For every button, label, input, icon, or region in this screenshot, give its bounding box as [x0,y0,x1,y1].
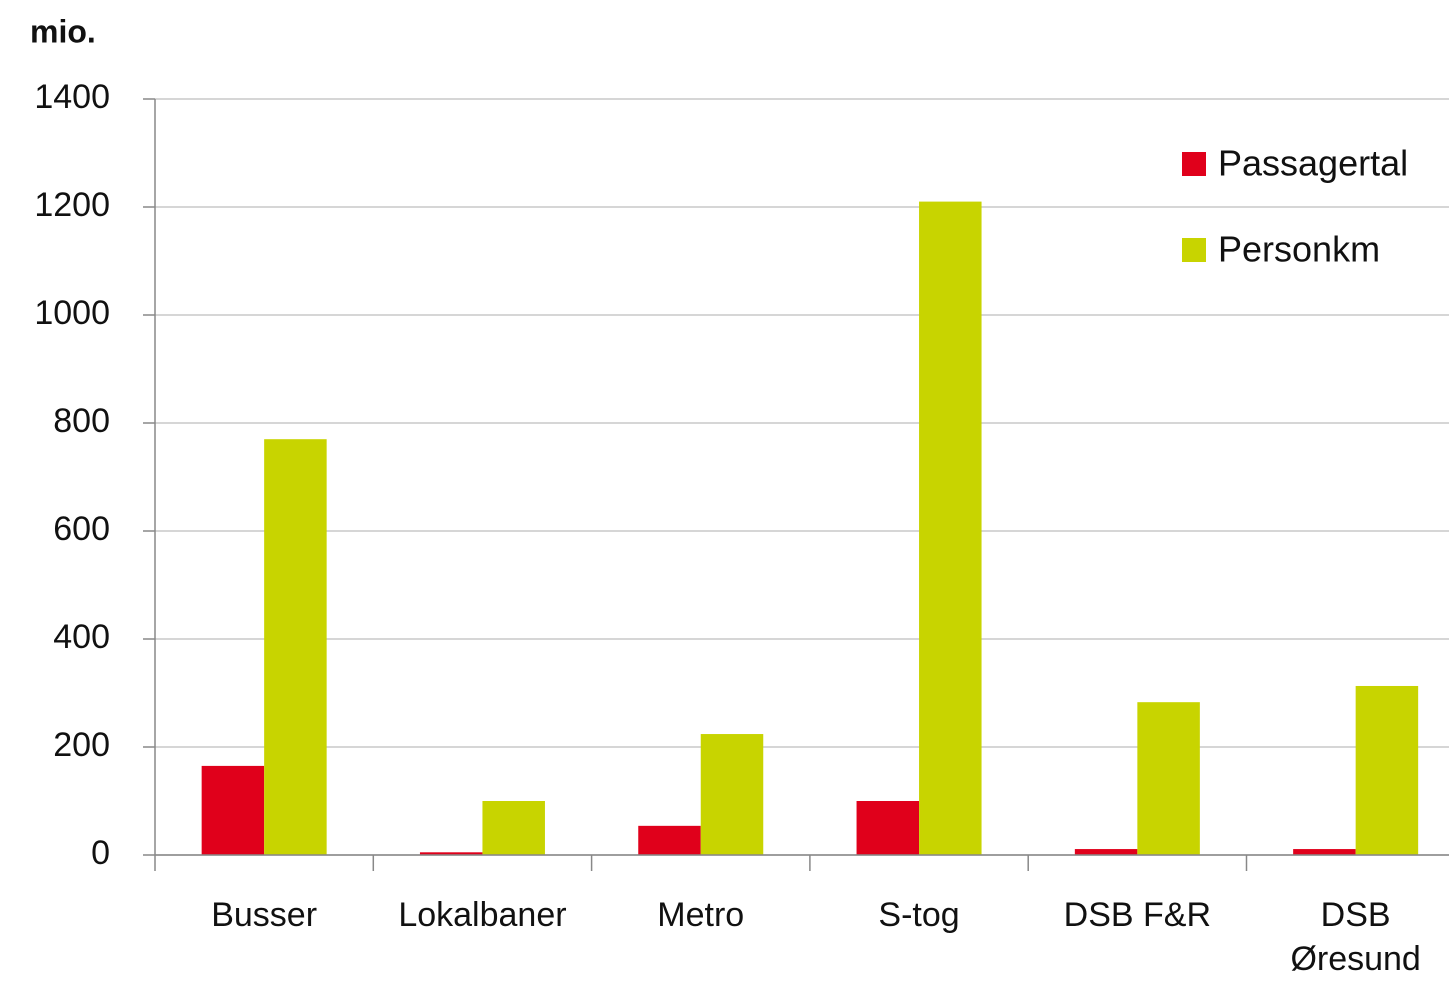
bar [264,439,327,855]
x-tick-label: Metro [657,896,745,934]
x-tick-label: Lokalbaner [398,896,567,934]
bar [919,201,982,856]
x-tick-label: DSB Øresund [1290,896,1421,978]
bar [1293,849,1356,855]
bar [1355,685,1419,855]
bar [638,825,701,855]
x-tick-label: DSB F&R [1063,896,1212,934]
y-tick-label: 0 [91,834,110,872]
x-tick-label: S-tog [878,896,960,934]
y-tick-label: 400 [53,618,110,656]
y-tick-label: 1200 [34,186,110,224]
y-tick-label: 200 [53,726,110,764]
bar [1137,702,1200,855]
legend-label: Personkm [1218,229,1380,270]
legend-swatch [1182,152,1206,176]
y-tick-label: 800 [53,402,110,440]
bar [419,852,483,855]
bar [700,734,764,855]
bar [482,801,545,855]
bar [1074,849,1138,855]
x-tick-label: Busser [211,896,318,934]
bar [856,801,920,855]
legend-label: Passagertal [1218,143,1408,184]
y-tick-label: 1000 [34,294,110,332]
legend-swatch [1182,238,1206,262]
y-tick-label: 1400 [34,78,110,116]
y-axis-label: mio. [30,13,96,49]
y-tick-label: 600 [53,510,110,548]
bar [201,765,265,855]
